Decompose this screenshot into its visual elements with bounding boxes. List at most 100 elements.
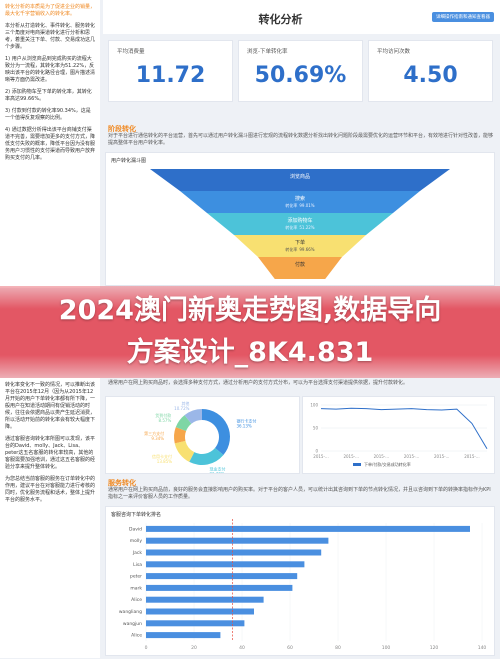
- bar-card: 客服咨询下单转化排名 0 20 40 60 80 100 120 140 David molly Ja…: [105, 506, 495, 656]
- y-tick-label: wangjun: [123, 621, 142, 627]
- bar: [146, 561, 305, 568]
- donut-value-label: 13.85%: [157, 459, 172, 464]
- bar: [146, 632, 221, 639]
- donut-label: 银行卡支付 36.13%: [236, 418, 256, 429]
- x-tick-label: 80: [335, 645, 341, 651]
- donut-label: 货到付款 8.57%: [155, 412, 171, 423]
- donut-segment: [184, 409, 202, 424]
- sidebar-paragraph: 为您总结当前客服的服务在订单转化中的作用，建议平台在对客服能力进行考核的同时，优…: [5, 476, 96, 503]
- donut-segment: [174, 440, 195, 462]
- funnel-stage: [234, 235, 366, 257]
- bar: [146, 620, 245, 627]
- kpi-label: 平均访问次数: [377, 49, 411, 55]
- donut-segment: [174, 427, 187, 444]
- donut-value-label: 36.13%: [236, 424, 251, 429]
- donut-category: 其他: [181, 400, 189, 406]
- header: 转化分析 详细操作指南和通知查看器: [103, 0, 500, 34]
- y-tick-label: Lisa: [133, 562, 142, 568]
- page-title: 转化分析: [258, 13, 303, 26]
- x-tick-label: 60: [287, 645, 293, 651]
- donut-category: 银行卡支付: [236, 418, 256, 424]
- y-tick-label: David: [129, 526, 142, 532]
- x-tick-label: 120: [430, 645, 439, 651]
- y-tick-label: peter: [130, 574, 142, 580]
- banner-line: 2024澳门新奥走势图,数据导向: [58, 295, 442, 326]
- legend-swatch: [353, 463, 361, 466]
- sidebar-paragraph: 转化分析的本质是为了促进企业的销量，最大化千字营销收入的转化率。: [5, 4, 96, 17]
- x-tick-label: 2015-...: [464, 454, 479, 459]
- funnel-stage: [207, 213, 393, 235]
- sidebar-bottom: 转化率变化不一致的情况，可以推断出该平台在2015年12月（因为从2015年12…: [0, 378, 100, 658]
- y-tick-label: 100: [310, 403, 318, 408]
- bar: [146, 584, 293, 591]
- x-tick-label: 140: [478, 645, 487, 651]
- y-tick-label: molly: [130, 538, 143, 544]
- funnel-stage: [150, 169, 450, 191]
- y-tick-label: mark: [130, 585, 142, 591]
- stage-label: 付款: [295, 261, 305, 268]
- y-tick-label: Alice: [131, 597, 142, 603]
- y-tick-label: 50: [313, 426, 319, 431]
- y-tick-label: 0: [315, 449, 318, 454]
- x-tick-label: 100: [382, 645, 391, 651]
- x-tick-label: 0: [145, 645, 148, 651]
- rate-label: 转化率: [285, 224, 297, 230]
- sidebar-paragraph: 本分析从打造转化、事件转化、服务转化三个角度对电商渠道转化进行分析和思考，着重关…: [5, 23, 96, 50]
- sidebar-paragraph: 3) 付款到付款的转化率90.34%，这是一个值得反复观察的比例。: [5, 108, 91, 121]
- y-tick-label: wangliang: [119, 609, 142, 615]
- guide-button[interactable]: 详细操作指南和通知查看器: [432, 12, 494, 22]
- donut-label: 现金支付21.39%: [210, 465, 226, 473]
- funnel-stage: [258, 257, 342, 279]
- donut-value-label: 8.57%: [159, 418, 172, 423]
- kpi-card: 浏览-下单转化率 50.69%: [238, 40, 363, 102]
- donut-label: 其他 10.72%: [174, 400, 189, 411]
- kpi-value: 50.69%: [254, 63, 347, 88]
- line-chart: 0 50 100 2015-... 2015-... 2015-... 2015-... 20…: [310, 403, 488, 467]
- sidebar-paragraph: 转化率变化不一致的情况，可以推断出该平台在2015年12月（因为从2015年12…: [5, 382, 96, 430]
- banner-text: 2024澳门新奥走势图,数据导向 方案设计_8K4.831: [0, 286, 500, 374]
- funnel-stage: [180, 191, 420, 213]
- sidebar-top: 转化分析的本质是为了促进企业的销量，最大化千字营销收入的转化率。本分析从打造转化…: [0, 0, 100, 288]
- rate-value: 99.01%: [299, 203, 314, 208]
- stage-rate: 转化率 51.22%: [285, 224, 314, 230]
- bar: [146, 537, 329, 544]
- stage-rate: 转化率 99.66%: [285, 246, 314, 252]
- stage-label: 下单: [295, 239, 305, 246]
- rate-label: 转化率: [285, 202, 297, 208]
- donut-value-label: 21.39%: [210, 471, 225, 473]
- donut-segment: [189, 447, 224, 465]
- banner: 2024澳门新奥走势图,数据导向 方案设计_8K4.831: [0, 286, 500, 378]
- rate-value: 99.66%: [299, 247, 314, 252]
- stage-label: 添加购物车: [287, 217, 312, 224]
- bar-chart: 客服咨询下单转化排名 0 20 40 60 80 100 120 140 David molly Ja…: [111, 511, 487, 651]
- donut-segment: [202, 409, 230, 456]
- kpi-label: 平均消费量: [117, 49, 145, 55]
- kpi-value: 4.50: [403, 63, 458, 88]
- x-tick-label: 2015-...: [313, 454, 328, 459]
- x-tick-label: 40: [239, 645, 245, 651]
- line-series: [320, 407, 488, 449]
- section-description: 通常用户在网上购买商品前，良好的服务会直接影响用户的购买率。对于平台的客户人员，…: [108, 487, 491, 500]
- chart-title: 客服咨询下单转化排名: [111, 511, 161, 518]
- stage-label: 浏览商品: [290, 173, 310, 180]
- x-tick-label: 20: [191, 645, 197, 651]
- x-tick-label: 2015-...: [374, 454, 389, 459]
- stage-rate: 转化率 99.01%: [285, 202, 314, 208]
- donut-value-label: 9.34%: [151, 436, 164, 441]
- kpi-value: 11.72: [135, 63, 206, 88]
- donut-value-label: 10.72%: [174, 406, 189, 411]
- bar: [146, 608, 254, 615]
- section-description: 通常用户在网上购买商品时，会选择多种支付方式，通过分析用户的支付方式分布，可以为…: [108, 380, 409, 386]
- banner-line: 方案设计_8K4.831: [126, 337, 374, 368]
- line-card: 0 50 100 2015-... 2015-... 2015-... 2015-... 20…: [302, 396, 495, 474]
- donut-label: 第三方支付 9.34%: [144, 430, 164, 441]
- donut-category: 信用卡支付: [152, 453, 172, 459]
- section-title: 服务转化: [108, 479, 136, 487]
- x-tick-label: 2015-...: [343, 454, 358, 459]
- rate-label: 转化率: [285, 246, 297, 252]
- x-tick-label: 2015-...: [404, 454, 419, 459]
- section-title: 阶段转化: [108, 125, 136, 133]
- sidebar-paragraph: 2) 添加购物车至下单的转化率，其转化率高达99.66%。: [5, 89, 92, 102]
